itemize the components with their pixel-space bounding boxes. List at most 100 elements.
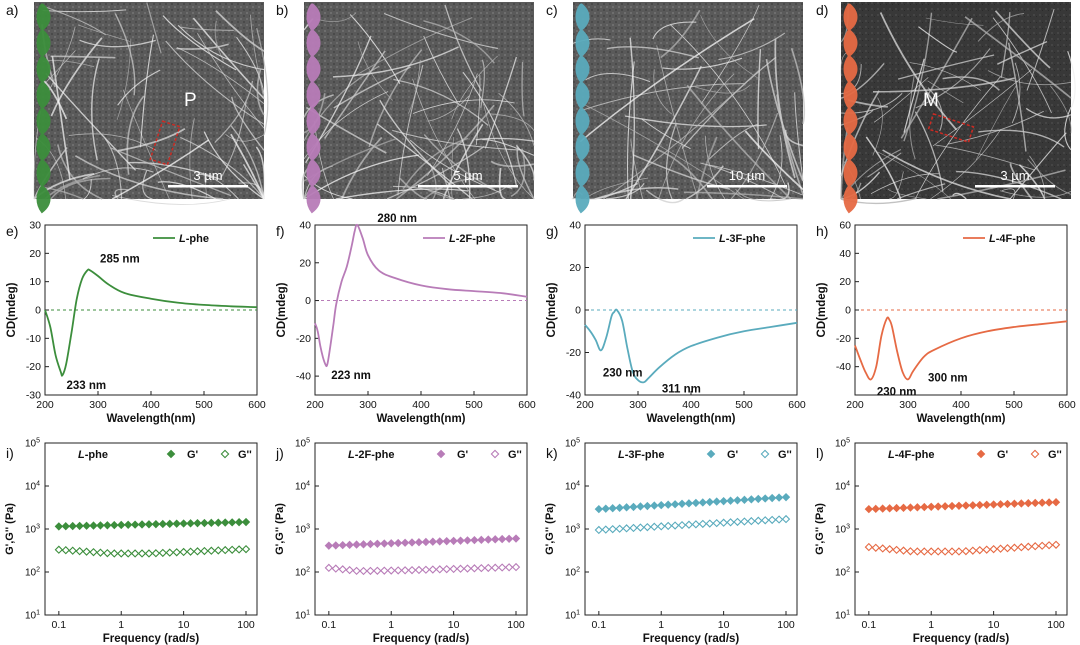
g-prime-marker (130, 520, 140, 529)
g-prime-marker (691, 498, 701, 508)
fiber-strand (68, 133, 157, 151)
g-double-prime-marker (885, 544, 894, 554)
cd-chart: 200 300 400 500 600 -40 -20 0 20 40 Wavelength(nm)… (546, 220, 806, 426)
y-tick-exponent: 2 (846, 567, 850, 574)
y-axis-label: CD(mdeg) (816, 282, 828, 337)
g-double-prime-marker (227, 545, 237, 554)
g-double-prime-marker (933, 547, 943, 556)
fiber-strand (769, 135, 783, 200)
y-tick-label: -20 (566, 347, 581, 359)
x-tick-label: 600 (248, 399, 266, 411)
g-prime-marker (629, 502, 638, 512)
fiber-strand (653, 69, 672, 115)
g-double-prime-marker (954, 547, 964, 556)
g-prime-marker (61, 522, 70, 531)
fiber-strand (42, 186, 84, 200)
y-tick-label: 105 (295, 438, 310, 450)
plot-frame (314, 442, 528, 616)
fiber-strand (79, 39, 156, 48)
fiber-strand (203, 131, 265, 200)
g-prime-marker (352, 540, 361, 549)
g-prime-marker (663, 500, 673, 509)
g-double-prime-marker (615, 524, 624, 533)
panel-letter: h) (816, 223, 828, 239)
fiber-strand (50, 177, 111, 200)
fiber-strand (579, 18, 755, 143)
x-axis-label: Frequency (rad/s) (373, 633, 470, 645)
legend-name-rest: -2F-phe (456, 233, 496, 245)
x-tick-label: 500 (465, 399, 483, 411)
g-prime-marker (207, 518, 216, 528)
fiber-strand (48, 26, 76, 92)
g-prime-marker (172, 519, 181, 528)
x-tick-label: 600 (1058, 399, 1076, 411)
g-double-prime-marker (726, 518, 735, 527)
legend-label: L-phe (179, 233, 209, 245)
y-tick-label: 103 (25, 524, 40, 536)
fiber-strand (146, 2, 162, 54)
y-tick-label: 0 (35, 305, 41, 317)
fiber-strand (117, 69, 161, 106)
g-prime-marker (241, 517, 251, 527)
y-axis-label: G',G'' (Pa) (544, 503, 556, 555)
legend-filled-diamond-icon (166, 449, 176, 459)
fiber-strand (1026, 8, 1055, 91)
g-double-prime-marker (1031, 542, 1040, 551)
fiber-strand (157, 181, 217, 200)
g-double-prime-marker (747, 516, 756, 526)
x-axis-label: Wavelength(nm) (376, 413, 465, 425)
y-tick-exponent: 2 (306, 567, 310, 574)
g-prime-marker (89, 521, 98, 530)
fiber-strand (256, 27, 269, 136)
fiber-strand (483, 103, 535, 200)
y-tick-label: 102 (835, 567, 850, 579)
legend-name-rest: -2F-phe (355, 449, 395, 461)
g-prime-marker (892, 503, 901, 513)
y-tick-label: 105 (25, 438, 40, 450)
fiber-strand (142, 170, 153, 200)
fiber-strand (111, 139, 210, 200)
fiber-strand (996, 40, 1048, 65)
g-double-prime-marker (1051, 540, 1061, 549)
g-prime-marker (989, 500, 998, 509)
fiber-strand (1018, 164, 1046, 200)
fiber-strand (165, 40, 265, 125)
x-tick-label: 300 (899, 399, 917, 411)
x-axis-label: Wavelength(nm) (916, 413, 1005, 425)
g-prime-marker (767, 493, 777, 503)
g-prime-marker (940, 502, 950, 511)
fiber-strand (427, 73, 478, 176)
cd-series-line (314, 223, 528, 368)
y-tick-label: 104 (565, 481, 580, 493)
fiber-strand (41, 5, 106, 36)
fiber-strand (909, 62, 981, 91)
fiber-strand (203, 172, 207, 200)
g-prime-marker (947, 501, 957, 511)
fiber-strand (630, 139, 644, 200)
g-prime-marker (186, 519, 195, 528)
g-double-prime-marker (172, 548, 181, 557)
y-tick-label: 105 (565, 438, 580, 450)
g-double-prime-marker (1010, 543, 1019, 552)
g-double-prime-marker (511, 562, 521, 572)
fiber-strand (870, 173, 940, 195)
fiber-strand (45, 72, 137, 171)
x-tick-label: 1 (118, 619, 124, 631)
g-double-prime-marker (691, 520, 701, 529)
legend-sample-name: L-3F-phe (618, 449, 664, 461)
fiber-strand (225, 134, 265, 142)
fiber-strand (180, 136, 265, 200)
g-prime-marker (387, 539, 396, 548)
fiber-strand (656, 45, 699, 200)
g-double-prime-marker (393, 566, 403, 575)
y-axis-label: CD(mdeg) (6, 282, 18, 337)
fiber-strand (441, 167, 451, 200)
plot-frame (854, 442, 1068, 616)
legend-g-prime: G' (187, 449, 199, 461)
fiber-strand (230, 133, 265, 200)
y-tick-label: 104 (25, 481, 40, 493)
g-prime-marker (75, 521, 84, 531)
g-double-prime-marker (657, 522, 666, 531)
y-tick-label: 105 (835, 438, 850, 450)
